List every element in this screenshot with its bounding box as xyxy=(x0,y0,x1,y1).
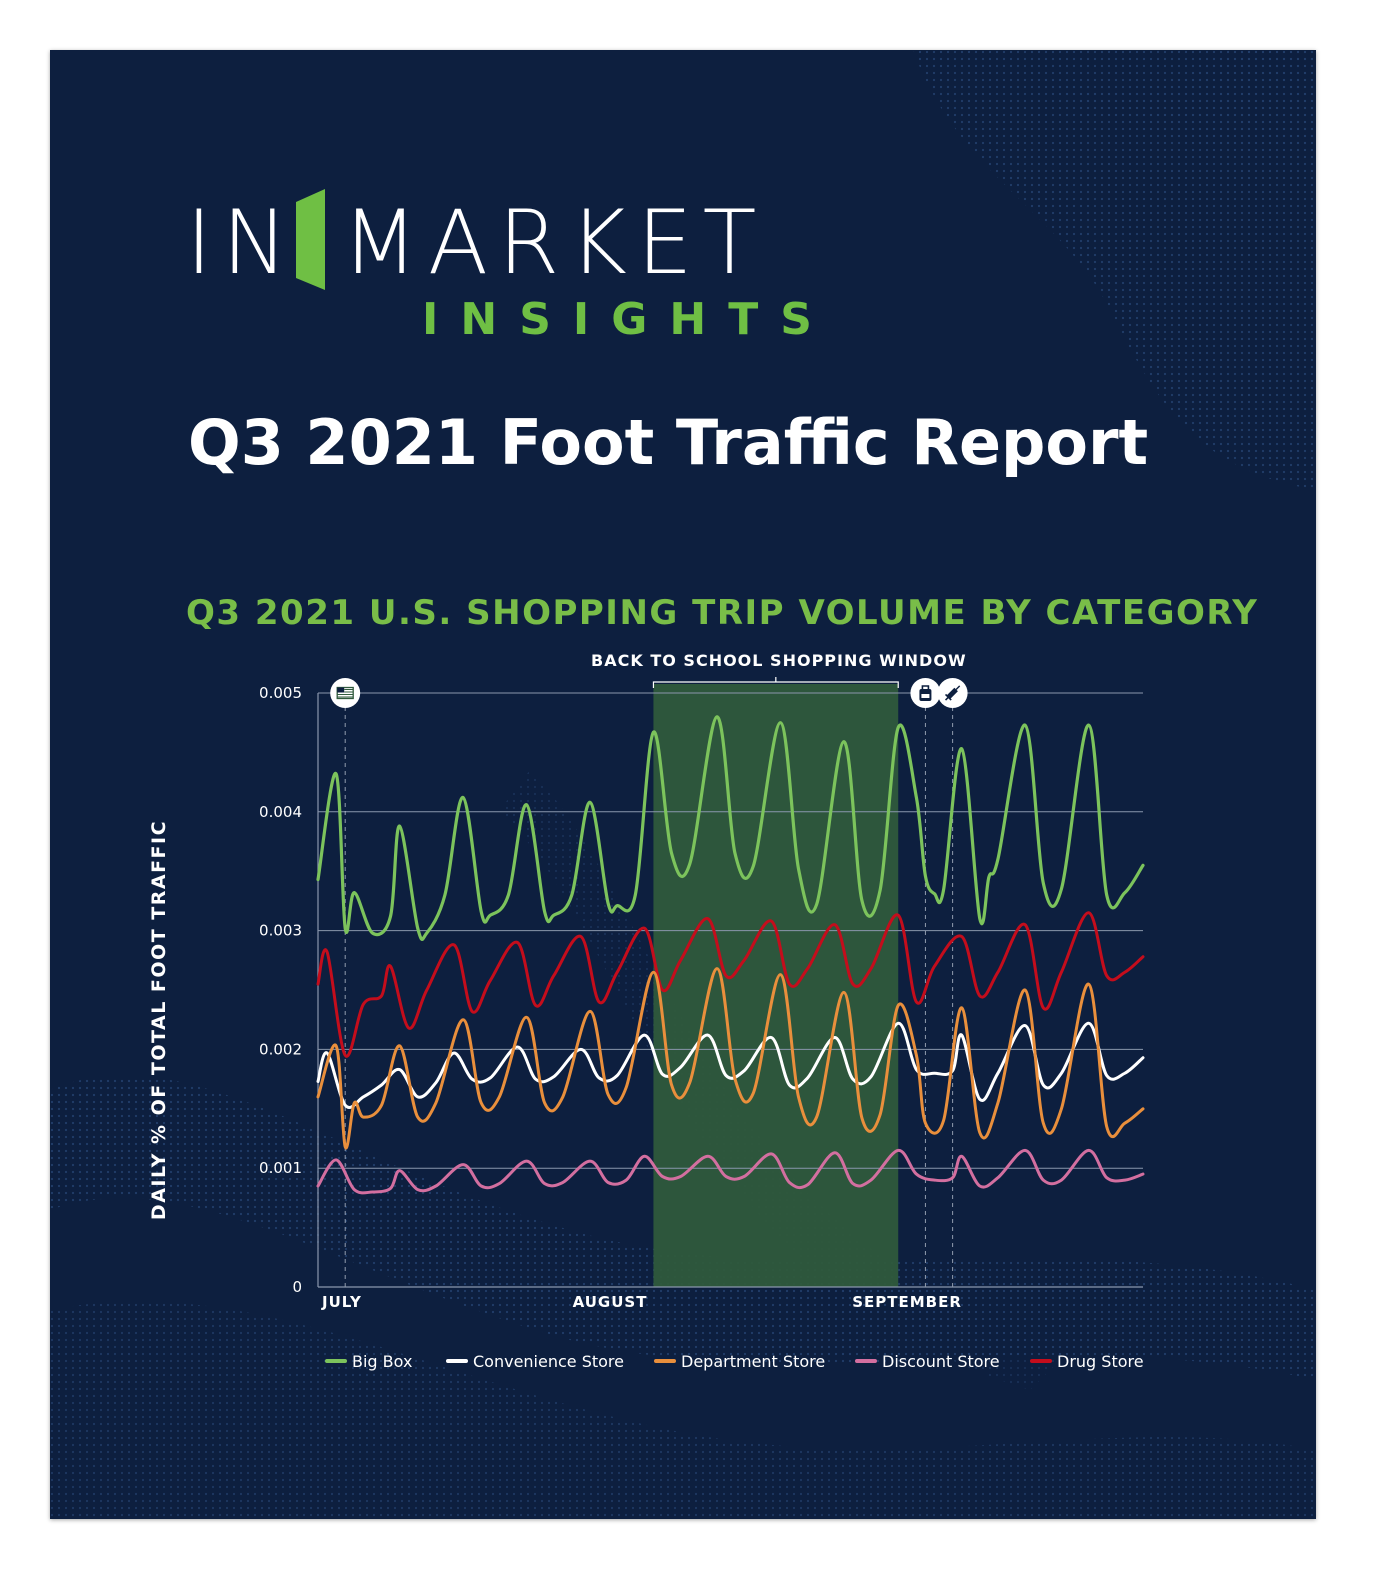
y-tick-label: 0.001 xyxy=(259,1159,302,1177)
legend-label: Big Box xyxy=(352,1352,412,1371)
report-title: Q3 2021 Foot Traffic Report xyxy=(188,406,1148,479)
legend-label: Convenience Store xyxy=(473,1352,624,1371)
y-tick-label: 0 xyxy=(292,1278,302,1296)
report-canvas: IN MARKET INSIGHTS Q3 2021 Foot Traffic … xyxy=(50,50,1316,1519)
series-lines xyxy=(316,715,1145,1195)
chart-title: Q3 2021 U.S. SHOPPING TRIP VOLUME BY CAT… xyxy=(186,593,1258,633)
vaccine-syringe-icon xyxy=(937,678,968,708)
y-tick-label: 0.004 xyxy=(259,803,302,821)
line-chart: BACK TO SCHOOL SHOPPING WINDOW 0 0.001 0.0… xyxy=(148,651,1145,1311)
legend-label: Drug Store xyxy=(1057,1352,1144,1371)
report-card: IN MARKET INSIGHTS Q3 2021 Foot Traffic … xyxy=(50,50,1316,1519)
x-tick-labels: JULY AUGUST SEPTEMBER xyxy=(321,1293,962,1311)
logo-insights-text: INSIGHTS xyxy=(422,294,834,345)
gridlines xyxy=(318,692,1143,1169)
logo-bar-icon xyxy=(296,189,325,290)
chart-legend: Big Box Convenience Store Department Store… xyxy=(325,1352,1144,1371)
x-tick-label: AUGUST xyxy=(573,1293,648,1311)
y-tick-label: 0.002 xyxy=(259,1040,302,1058)
inmarket-logo: IN MARKET INSIGHTS xyxy=(186,189,834,345)
series-line-drug-store xyxy=(316,911,1145,1058)
logo-market-text: MARKET xyxy=(342,191,766,294)
background-wave-decoration xyxy=(50,50,1316,1519)
y-tick-labels: 0 0.001 0.002 0.003 0.004 0.005 xyxy=(259,684,302,1296)
window-label: BACK TO SCHOOL SHOPPING WINDOW xyxy=(591,651,967,670)
series-line-big-box xyxy=(316,715,1145,941)
legend-label: Department Store xyxy=(681,1352,825,1371)
y-axis-title: DAILY % OF TOTAL FOOT TRAFFIC xyxy=(148,820,170,1220)
us-flag-icon xyxy=(330,678,361,708)
x-tick-label: JULY xyxy=(321,1293,362,1311)
legend-label: Discount Store xyxy=(882,1352,1000,1371)
logo-in-text: IN xyxy=(186,191,298,294)
series-line-discount-store xyxy=(316,1148,1145,1195)
series-line-convenience-store xyxy=(316,1021,1145,1109)
axes xyxy=(317,693,1143,1288)
window-bracket xyxy=(652,677,899,688)
series-line-department-store xyxy=(316,967,1145,1150)
y-tick-label: 0.003 xyxy=(259,922,302,940)
y-tick-label: 0.005 xyxy=(259,684,302,702)
school-backpack-icon xyxy=(910,678,941,708)
x-tick-label: SEPTEMBER xyxy=(852,1293,962,1311)
